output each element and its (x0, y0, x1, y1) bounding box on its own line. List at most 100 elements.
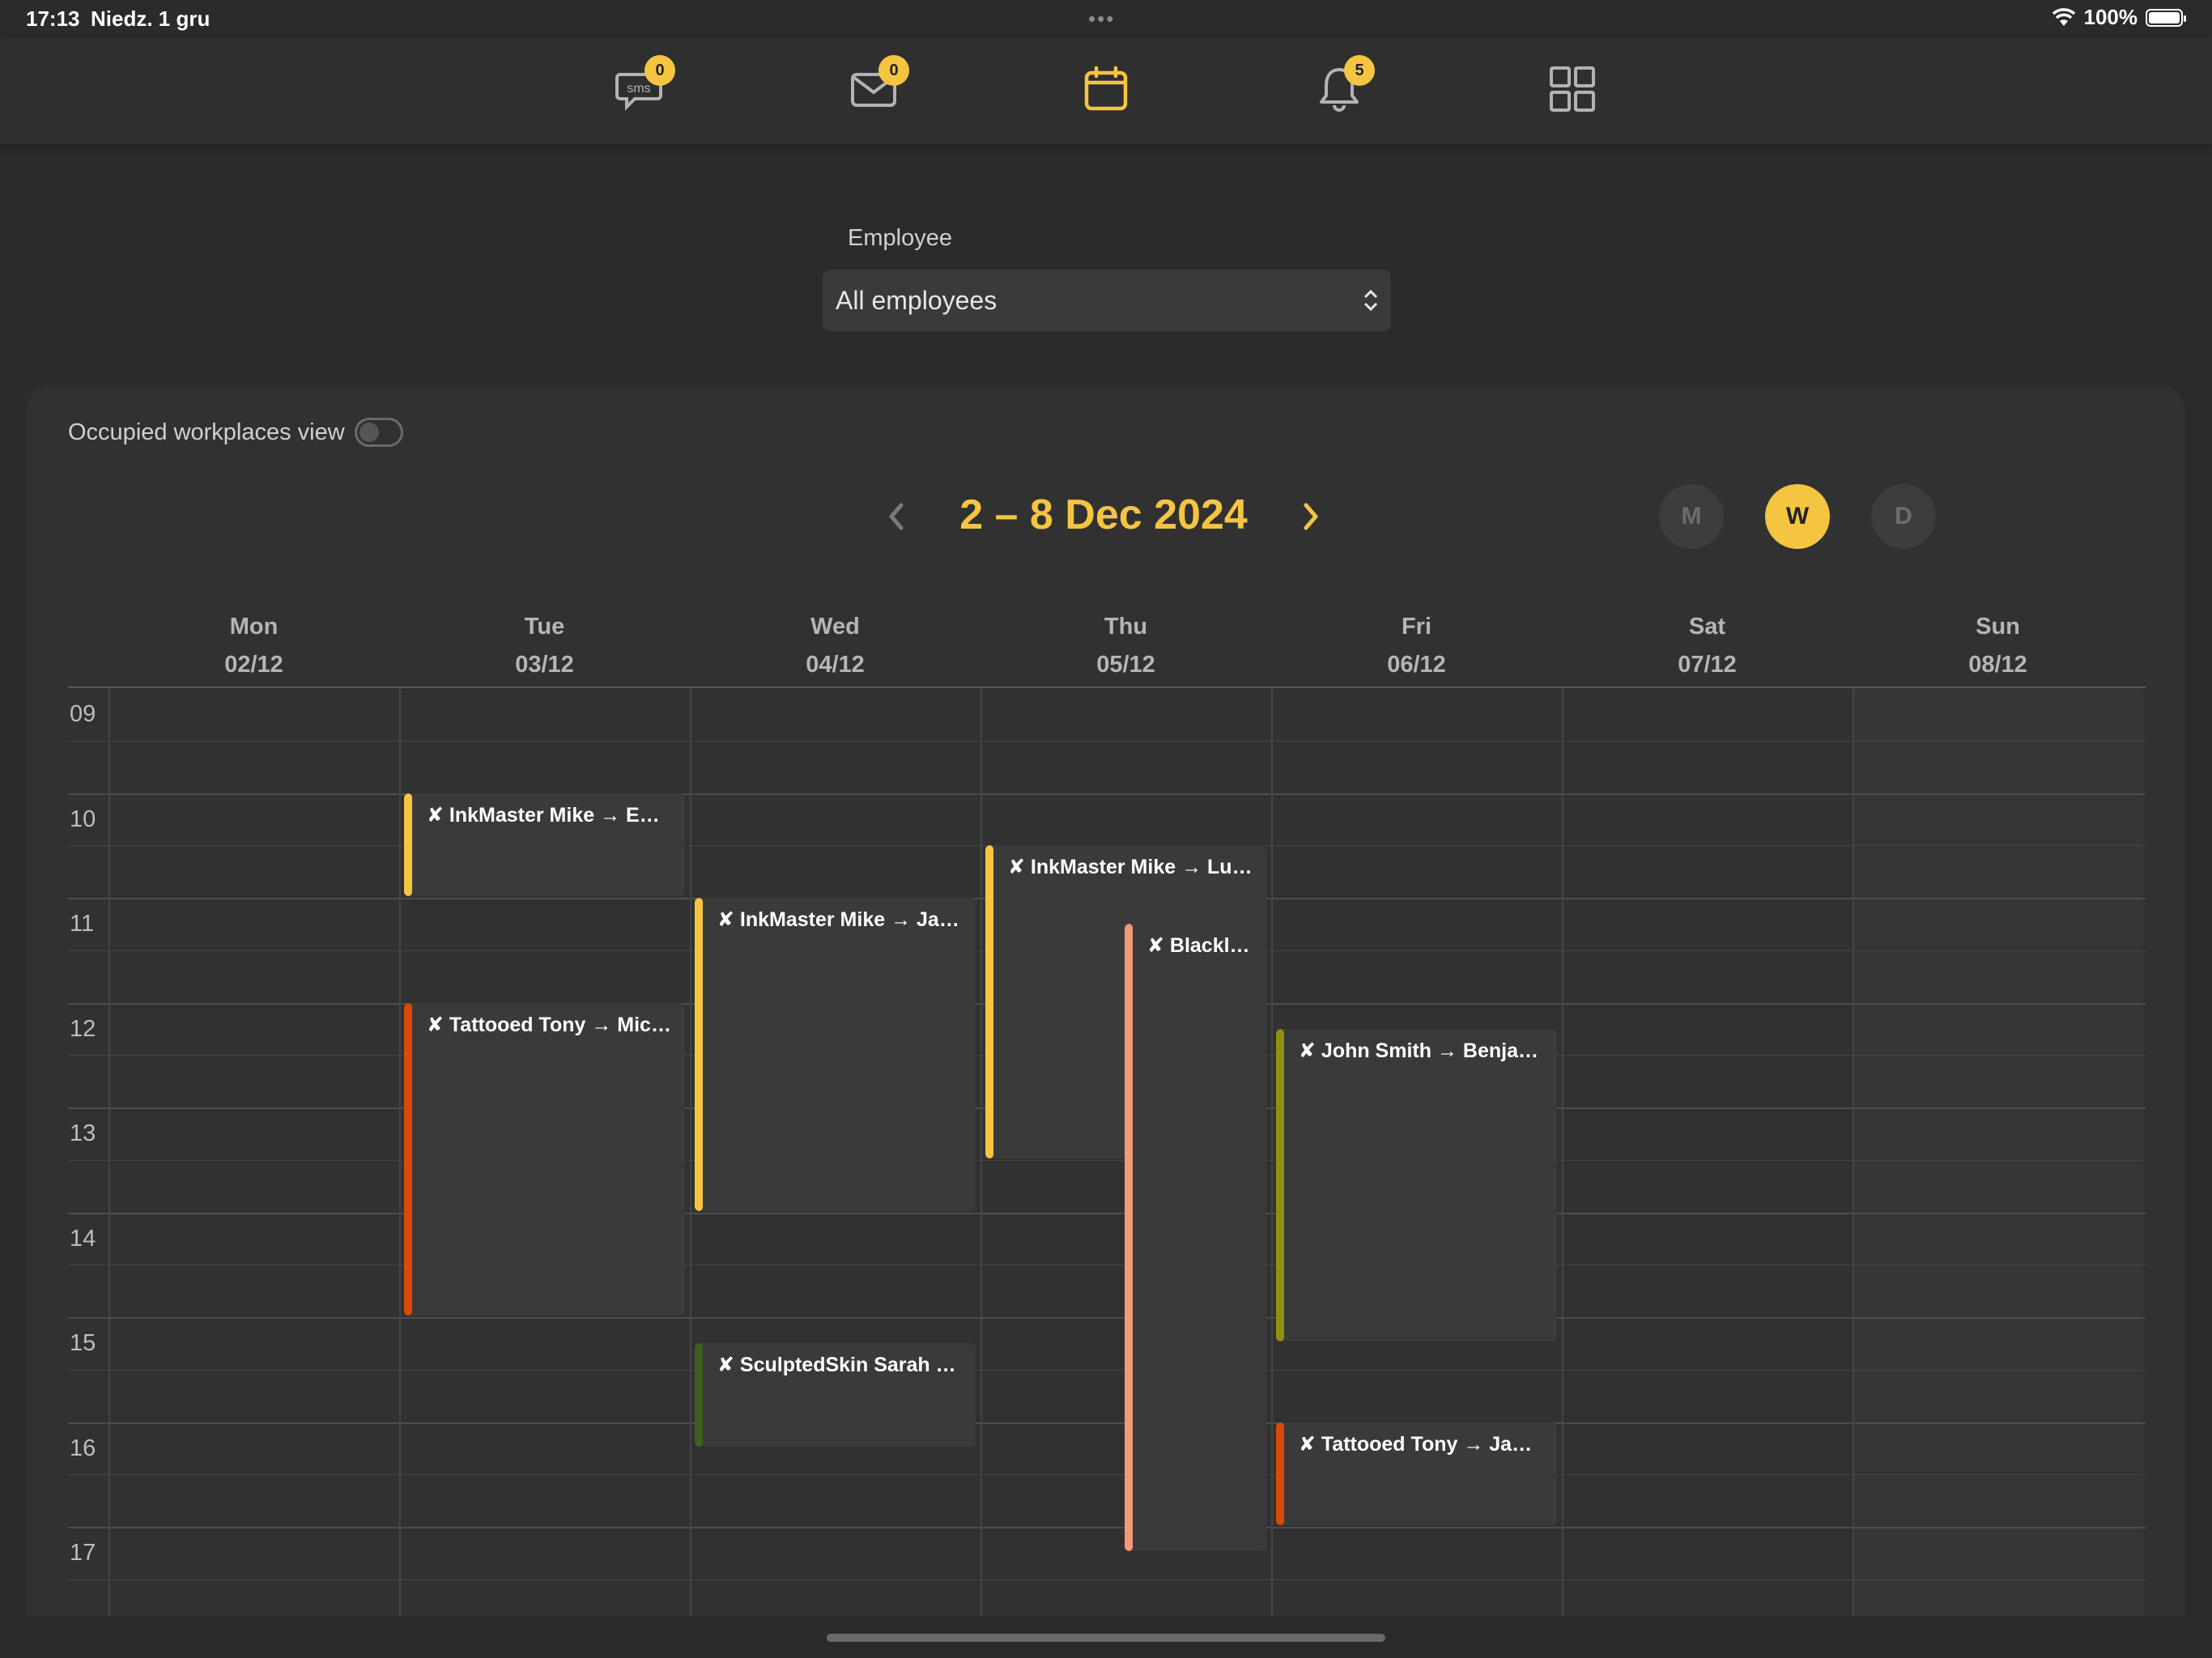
event-title: ✘ InkMaster Mike → Luc… (1008, 856, 1258, 879)
day-header[interactable]: Wed 04/12 (690, 604, 981, 678)
half-hour-line (68, 1369, 2146, 1371)
half-hour-line (68, 1474, 2146, 1476)
wifi-icon (2052, 7, 2075, 26)
hour-line (68, 1422, 2146, 1424)
hour-label: 11 (70, 911, 95, 937)
chevron-right-icon[interactable] (1300, 499, 1324, 534)
sunday-column-shade (1853, 688, 2143, 1616)
calendar-icon (1084, 66, 1128, 111)
event-color-bar (985, 845, 993, 1158)
appointment-event[interactable]: ✘ SculptedSkin Sarah →… (695, 1343, 976, 1447)
event-title: ✘ SculptedSkin Sarah →… (717, 1354, 968, 1377)
status-bar: 17:13 Niedz. 1 gru ••• 100% (0, 0, 2212, 37)
home-indicator[interactable] (827, 1634, 1385, 1642)
hour-line (68, 1212, 2146, 1214)
sms-badge: 0 (644, 55, 675, 86)
day-header[interactable]: Thu 05/12 (981, 604, 1271, 678)
view-month-button[interactable]: M (1659, 484, 1724, 549)
day-name: Wed (810, 614, 860, 640)
battery-icon (2146, 8, 2186, 27)
bell-badge: 5 (1344, 55, 1375, 86)
day-date: 08/12 (1968, 652, 2027, 678)
day-date: 03/12 (515, 652, 574, 678)
top-nav: sms 0 0 5 (0, 37, 2212, 144)
employee-select-value: All employees (836, 286, 998, 315)
event-title: ✘ Tattooed Tony → Jame… (1299, 1432, 1549, 1456)
day-name: Sat (1688, 614, 1726, 640)
view-day-button[interactable]: D (1871, 484, 1936, 549)
hour-label: 13 (70, 1120, 96, 1146)
week-title: 2 – 8 Dec 2024 (959, 491, 1248, 538)
day-date: 05/12 (1096, 652, 1155, 678)
chevron-left-icon[interactable] (883, 499, 908, 534)
day-date: 06/12 (1387, 652, 1446, 678)
header-divider (68, 687, 2146, 688)
event-color-bar (404, 793, 412, 896)
day-name: Fri (1401, 614, 1432, 640)
day-date: 07/12 (1678, 652, 1737, 678)
time-grid[interactable]: 09 10 11 12 13 14 15 16 17 ✘ InkMaster Mike → Emi… (68, 688, 2146, 1616)
view-week-button[interactable]: W (1765, 484, 1830, 549)
day-column-divider (399, 688, 401, 1616)
hour-label: 09 (70, 701, 96, 727)
event-title: ✘ Tattooed Tony → Mich… (427, 1013, 677, 1036)
svg-text:sms: sms (627, 82, 650, 96)
hour-label: 14 (70, 1225, 96, 1252)
hour-label: 15 (70, 1330, 96, 1356)
occupied-workplaces-toggle[interactable] (355, 418, 403, 447)
event-title: ✘ InkMaster Mike → Emi… (427, 803, 677, 827)
day-date: 04/12 (806, 652, 865, 678)
event-title: ✘ InkMaster Mike → Jam… (717, 908, 968, 931)
hour-line (68, 793, 2146, 795)
apps-nav-button[interactable] (1546, 63, 1598, 115)
day-header[interactable]: Mon 02/12 (108, 604, 399, 678)
hour-line (68, 1527, 2146, 1528)
appointment-event[interactable]: ✘ Blackl… (1125, 924, 1266, 1552)
day-name: Tue (524, 614, 565, 640)
day-header[interactable]: Sat 07/12 (1562, 604, 1853, 678)
day-column-divider (108, 688, 110, 1616)
notifications-nav-button[interactable]: 5 (1313, 55, 1375, 115)
day-column-divider (1853, 688, 1854, 1616)
employee-label: Employee (848, 225, 952, 251)
grid-icon (1550, 66, 1595, 112)
day-column-divider (1271, 688, 1273, 1616)
calendar-nav-button[interactable] (1080, 63, 1132, 115)
appointment-event[interactable]: ✘ InkMaster Mike → Emi… (404, 793, 685, 896)
hour-label: 17 (70, 1540, 96, 1566)
appointment-event[interactable]: ✘ John Smith → Benjami… (1276, 1028, 1557, 1342)
event-color-bar (1276, 1422, 1284, 1525)
day-header[interactable]: Fri 06/12 (1271, 604, 1562, 678)
event-color-bar (404, 1002, 412, 1316)
event-color-bar (1125, 924, 1133, 1552)
hour-label: 10 (70, 806, 96, 832)
event-title: ✘ John Smith → Benjami… (1299, 1039, 1549, 1062)
hour-label: 16 (70, 1435, 96, 1461)
calendar-panel: Occupied workplaces view 2 – 8 Dec 2024 … (27, 385, 2184, 1616)
day-name: Thu (1104, 614, 1148, 640)
updown-chevron-icon (1363, 289, 1378, 312)
day-column-divider (981, 688, 982, 1616)
week-grid: 09 10 11 12 13 14 15 16 17 ✘ InkMaster Mike → Emi… (68, 604, 2146, 1616)
hour-line (68, 1317, 2146, 1319)
status-time: 17:13 (26, 6, 80, 31)
appointment-event[interactable]: ✘ Tattooed Tony → Jame… (1276, 1422, 1557, 1525)
employee-select[interactable]: All employees (823, 270, 1391, 331)
event-color-bar (695, 1343, 703, 1447)
mail-nav-button[interactable]: 0 (848, 55, 909, 115)
half-hour-line (68, 1579, 2146, 1580)
event-title: ✘ Blackl… (1147, 934, 1250, 958)
event-color-bar (695, 898, 703, 1211)
status-right: 100% (2052, 5, 2186, 30)
day-header[interactable]: Tue 03/12 (399, 604, 690, 678)
appointment-event[interactable]: ✘ Tattooed Tony → Mich… (404, 1002, 685, 1316)
day-header[interactable]: Sun 08/12 (1853, 604, 2143, 678)
battery-percent: 100% (2083, 5, 2138, 29)
sms-nav-button[interactable]: sms 0 (614, 55, 675, 115)
appointment-event[interactable]: ✘ InkMaster Mike → Jam… (695, 898, 976, 1211)
mail-badge: 0 (878, 55, 909, 86)
half-hour-line (68, 740, 2146, 742)
day-column-divider (690, 688, 691, 1616)
day-date: 02/12 (224, 652, 283, 678)
multitasking-dots-icon[interactable]: ••• (1088, 6, 1116, 31)
